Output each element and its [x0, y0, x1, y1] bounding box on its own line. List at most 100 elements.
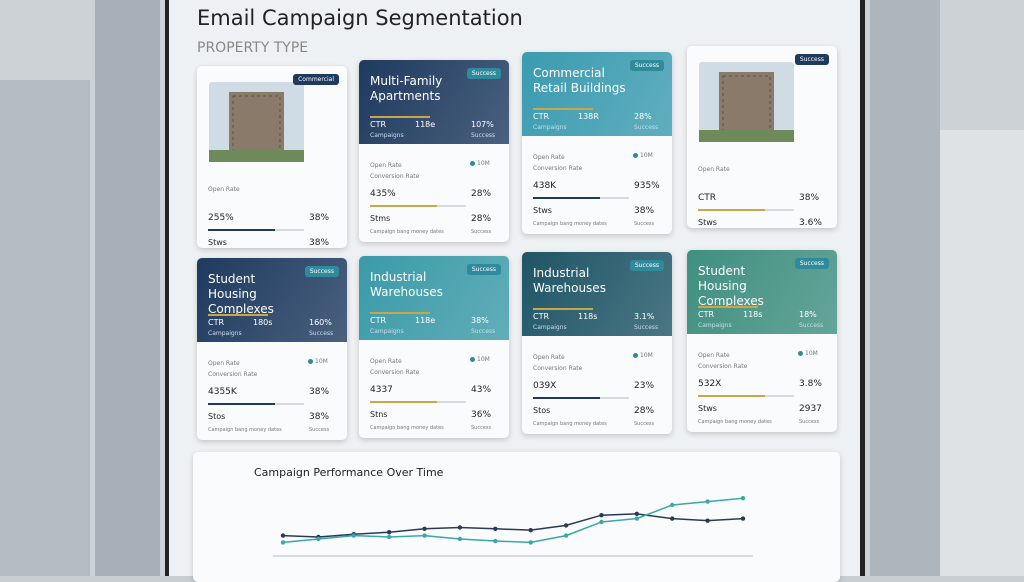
value: 438K — [533, 181, 557, 191]
card-title: Industrial Warehouses — [533, 266, 606, 295]
metric-sub: Success — [634, 124, 659, 131]
conversion-label: Conversion Rate — [533, 365, 583, 372]
value: 38% — [309, 412, 330, 422]
open-label: Open Rate — [370, 162, 402, 169]
card: Success Student Housing Complexes CTR 118s 1… — [687, 250, 837, 432]
footnote: Campaign bang money dates — [698, 419, 772, 425]
open-dot: 10M — [477, 356, 490, 363]
value: Stws — [698, 404, 717, 413]
value: 36% — [471, 410, 492, 420]
metric-sub: Campaigns — [370, 328, 404, 335]
point — [563, 523, 569, 528]
metric-sub: Campaigns — [533, 124, 567, 131]
progress-bar — [370, 205, 466, 207]
metric-label: CTR — [370, 120, 387, 129]
dot — [470, 161, 475, 166]
progress-bar — [208, 403, 304, 405]
footnote: Campaign bang money dates — [533, 421, 607, 427]
metric-label: CTR — [533, 312, 550, 321]
metric-label: CTR — [698, 310, 715, 319]
metric-value: 180s — [253, 318, 273, 327]
badge: Success — [629, 60, 664, 71]
open-label: Open Rate — [370, 358, 402, 365]
open-label: Open Rate — [208, 186, 240, 193]
point — [563, 533, 569, 538]
point — [316, 536, 321, 542]
conversion-label: Conversion Rate — [208, 371, 258, 378]
value: CTR — [698, 193, 717, 203]
divider — [208, 314, 268, 316]
point — [670, 502, 675, 508]
open-dot: 10M — [315, 358, 328, 365]
metric-value: 160% — [309, 318, 332, 327]
point — [493, 538, 498, 544]
value: 3.6% — [799, 218, 822, 228]
value: 2937 — [799, 404, 822, 414]
footnote: Success — [471, 229, 492, 235]
card-header — [197, 66, 347, 162]
badge: Success — [466, 68, 501, 79]
conversion-label: Conversion Rate — [698, 363, 748, 370]
open-dot: 10M — [805, 350, 818, 357]
footnote: Success — [799, 419, 820, 425]
card-title: Multi-Family Apartments — [370, 74, 443, 103]
point — [351, 533, 356, 538]
divider — [370, 116, 430, 118]
progress-bar — [698, 209, 794, 211]
value: 38% — [309, 238, 330, 248]
footnote: Campaign bang money dates — [370, 425, 444, 431]
badge: Success — [629, 260, 664, 271]
value: Stms — [370, 214, 391, 223]
conversion-label: Conversion Rate — [533, 165, 583, 172]
building-photo — [699, 62, 794, 142]
metric-value: 118s — [743, 310, 763, 319]
footnote: Campaign bang money dates — [208, 427, 282, 433]
card-title: Student Housing Complexes — [208, 272, 274, 316]
card-title: Student Housing Complexes — [698, 264, 764, 308]
divider — [698, 306, 758, 308]
metric-value: 28% — [634, 112, 652, 121]
dot — [308, 359, 313, 364]
conversion-label: Conversion Rate — [370, 369, 420, 376]
value: 38% — [309, 213, 330, 223]
value: 43% — [471, 385, 492, 395]
point — [740, 516, 746, 521]
point — [386, 530, 392, 535]
open-label: Open Rate — [533, 154, 565, 161]
dot — [470, 357, 475, 362]
card: Success Industrial Warehouses CTR 118s 3.1% C… — [522, 252, 672, 434]
point — [280, 540, 286, 545]
metric-value: 138R — [578, 112, 599, 121]
value: 255% — [208, 213, 234, 223]
metric-value: 118s — [578, 312, 598, 321]
metric-value: 3.1% — [634, 312, 655, 321]
metric-sub: Success — [309, 330, 334, 337]
open-label: Open Rate — [208, 360, 240, 367]
dot — [633, 153, 638, 158]
title: Email Campaign Segmentation — [197, 6, 523, 30]
progress-bar — [533, 197, 629, 199]
subtitle: PROPERTY TYPE — [197, 40, 309, 56]
value: Stos — [533, 406, 551, 415]
metric-label: CTR — [533, 112, 550, 121]
dot — [798, 351, 803, 356]
point — [457, 525, 463, 530]
progress-bar — [370, 401, 466, 403]
footnote: Campaign bang money dates — [370, 229, 444, 235]
value: Stws — [533, 206, 552, 215]
value: Stws — [208, 238, 227, 247]
metric-sub: Success — [471, 328, 496, 335]
metric-sub: Campaigns — [370, 132, 404, 139]
footnote: Campaign bang money dates — [533, 221, 607, 227]
progress-bar — [208, 229, 304, 231]
value: Stos — [208, 412, 226, 421]
value: 28% — [471, 189, 492, 199]
value: 28% — [634, 406, 655, 416]
metric-value: 18% — [799, 310, 817, 319]
metric-sub: Success — [471, 132, 496, 139]
divider — [370, 312, 430, 314]
open-dot: 10M — [640, 352, 653, 359]
value: Stns — [370, 410, 388, 419]
